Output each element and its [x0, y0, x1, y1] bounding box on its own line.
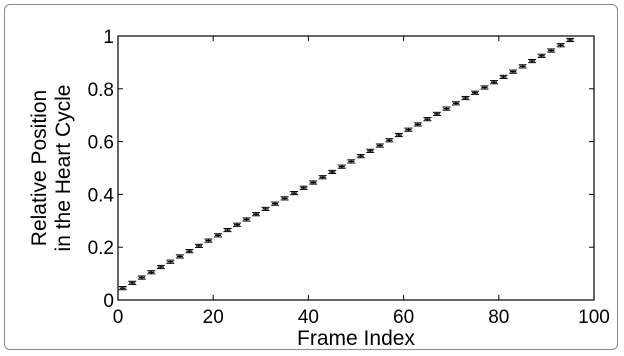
data-point-errorbar — [461, 95, 470, 101]
data-point-errorbar — [490, 80, 499, 85]
data-point-errorbar — [385, 138, 394, 143]
y-tick-label: 0.4 — [88, 185, 115, 206]
data-point-errorbar — [566, 37, 575, 43]
data-point-errorbar — [480, 85, 489, 90]
data-point-errorbar — [223, 227, 232, 233]
data-point-errorbar — [328, 169, 337, 175]
axis-ticks: 0 20 40 60 80 100 0 0.2 0.4 0.6 0.8 1 — [88, 27, 610, 328]
data-point-errorbar — [128, 280, 137, 285]
figure-frame — [4, 4, 618, 350]
data-point-errorbar — [356, 154, 365, 159]
data-series — [118, 37, 575, 291]
data-point-errorbar — [556, 43, 565, 48]
data-point-errorbar — [194, 243, 203, 248]
data-point-errorbar — [147, 270, 156, 275]
x-tick-label: 80 — [488, 307, 509, 328]
data-point-errorbar — [271, 201, 280, 206]
data-point-errorbar — [118, 286, 127, 291]
data-point-errorbar — [233, 222, 241, 227]
data-point-errorbar — [213, 233, 222, 238]
x-tick-label: 0 — [113, 307, 124, 328]
y-tick-label: 0.6 — [88, 133, 114, 154]
data-point-errorbar — [471, 90, 479, 95]
data-point-errorbar — [252, 212, 261, 217]
data-point-errorbar — [451, 101, 460, 106]
data-point-errorbar — [309, 180, 318, 185]
data-point-errorbar — [442, 106, 451, 111]
data-point-errorbar — [366, 148, 375, 153]
x-tick-label: 100 — [578, 307, 610, 328]
plot-area — [117, 35, 595, 301]
y-tick-label: 0 — [103, 291, 114, 312]
data-point-errorbar — [528, 58, 537, 64]
data-point-errorbar — [375, 143, 384, 148]
data-point-errorbar — [499, 74, 508, 80]
x-tick-label: 60 — [393, 307, 414, 328]
data-point-errorbar — [547, 48, 556, 53]
data-point-errorbar — [137, 275, 146, 280]
data-point-errorbar — [299, 185, 308, 190]
data-point-errorbar — [242, 217, 251, 222]
data-point-errorbar — [166, 259, 175, 264]
x-axis-label: Frame Index — [297, 327, 415, 350]
y-tick-label: 0.8 — [88, 80, 114, 101]
x-tick-label: 20 — [203, 307, 224, 328]
data-point-errorbar — [347, 159, 356, 164]
data-point-errorbar — [423, 117, 432, 122]
data-point-errorbar — [318, 175, 327, 180]
data-point-errorbar — [404, 127, 413, 132]
data-point-errorbar — [204, 238, 213, 243]
data-point-errorbar — [337, 164, 346, 169]
data-point-errorbar — [509, 69, 518, 74]
y-axis-label-line-1: Relative Position — [28, 90, 51, 246]
data-point-errorbar — [394, 132, 403, 138]
x-tick-label: 40 — [298, 307, 319, 328]
data-point-errorbar — [432, 111, 441, 116]
data-point-errorbar — [537, 53, 546, 58]
data-point-errorbar — [185, 249, 194, 254]
data-point-errorbar — [290, 190, 299, 196]
data-point-errorbar — [156, 264, 165, 270]
data-point-errorbar — [518, 64, 527, 69]
data-point-errorbar — [261, 206, 270, 212]
y-tick-label: 0.2 — [88, 238, 114, 259]
y-axis-label-line-2: in the Heart Cycle — [52, 85, 75, 252]
data-point-errorbar — [413, 122, 422, 127]
y-tick-label: 1 — [103, 27, 114, 48]
data-point-errorbar — [280, 196, 289, 201]
data-point-errorbar — [175, 254, 184, 259]
